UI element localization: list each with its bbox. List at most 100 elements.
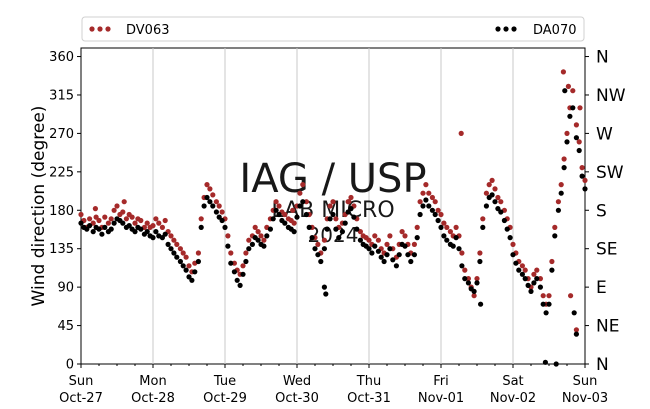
data-point — [300, 199, 306, 205]
data-point — [498, 199, 504, 205]
data-point — [108, 216, 114, 222]
data-point — [537, 284, 544, 290]
data-point — [231, 269, 237, 275]
data-point — [369, 250, 375, 256]
data-point — [417, 199, 423, 205]
data-point — [477, 250, 483, 256]
data-point — [570, 105, 576, 111]
y-tick-label: 270 — [49, 127, 74, 142]
data-point — [126, 223, 132, 229]
data-point — [435, 217, 441, 224]
data-point — [108, 226, 114, 232]
data-point — [553, 361, 559, 367]
data-point — [213, 209, 219, 215]
data-point — [375, 237, 381, 243]
compass-label: SE — [596, 240, 618, 260]
data-point — [318, 258, 324, 265]
data-point — [519, 263, 526, 269]
data-point — [477, 258, 483, 265]
data-point — [474, 276, 480, 282]
legend-marker-dv063 — [97, 26, 103, 32]
y-axis-label: Wind direction (degree) — [29, 106, 49, 307]
compass-label: E — [596, 278, 607, 298]
data-point — [478, 301, 484, 307]
compass-label: SW — [596, 163, 624, 183]
data-point — [453, 235, 459, 241]
data-point — [99, 231, 105, 237]
data-point — [345, 209, 351, 215]
data-point — [111, 220, 117, 226]
data-point — [243, 250, 249, 256]
data-point — [471, 293, 477, 299]
data-point — [321, 284, 327, 290]
data-point — [186, 274, 192, 280]
data-point — [542, 359, 549, 365]
x-tick-label-day: Sun — [573, 374, 598, 389]
data-point — [273, 199, 279, 205]
data-point — [420, 203, 426, 209]
data-point — [216, 203, 222, 209]
legend-marker-da070 — [503, 26, 509, 32]
grid-lines — [152, 48, 514, 364]
y-tick-label: 135 — [49, 242, 74, 257]
data-point — [387, 233, 393, 239]
data-point — [582, 177, 588, 183]
data-point — [261, 243, 267, 249]
data-point — [333, 216, 339, 222]
data-point — [276, 203, 282, 209]
data-point — [92, 206, 98, 212]
data-point — [138, 226, 144, 232]
data-point — [411, 241, 417, 247]
data-point — [429, 194, 435, 201]
data-point — [537, 276, 544, 282]
legend: DV063 DA070 — [81, 16, 585, 42]
data-point — [231, 260, 237, 266]
data-point — [372, 233, 378, 239]
data-point — [579, 173, 585, 179]
data-point — [201, 203, 207, 209]
data-point — [549, 267, 555, 273]
data-point — [144, 220, 150, 226]
legend-marker-da070 — [511, 26, 517, 32]
data-point — [282, 211, 288, 218]
data-point — [346, 199, 352, 205]
data-point — [339, 229, 345, 235]
series-dv063 — [78, 69, 588, 333]
legend-box — [81, 16, 585, 42]
data-point — [132, 220, 138, 226]
data-point — [240, 263, 246, 269]
data-point — [222, 224, 228, 230]
data-point — [102, 214, 108, 220]
data-point — [402, 233, 408, 239]
data-point — [129, 214, 135, 220]
data-point — [315, 241, 321, 247]
data-point — [237, 282, 243, 288]
data-point — [297, 190, 303, 196]
compass-label: N — [596, 355, 609, 375]
data-point — [522, 276, 528, 282]
data-point — [459, 263, 465, 269]
data-point — [387, 246, 393, 252]
data-point — [552, 224, 558, 230]
data-point — [525, 282, 531, 288]
data-point — [321, 237, 327, 243]
data-point — [282, 220, 288, 226]
data-point — [561, 156, 567, 162]
y-tick-label: 180 — [49, 204, 74, 219]
data-point — [432, 199, 438, 205]
data-point — [573, 135, 580, 141]
data-point — [462, 276, 468, 282]
data-point — [480, 216, 486, 222]
data-point — [471, 288, 477, 294]
data-point — [225, 233, 231, 239]
data-point — [465, 276, 471, 282]
data-point — [561, 165, 567, 171]
data-point — [255, 229, 261, 235]
data-point — [558, 182, 564, 188]
data-point — [366, 237, 372, 243]
data-point — [483, 203, 489, 209]
x-tick-label-date: Oct-27 — [59, 391, 103, 406]
x-tick-label-day: Sat — [502, 374, 523, 389]
data-point — [105, 220, 111, 226]
data-point — [438, 211, 444, 218]
